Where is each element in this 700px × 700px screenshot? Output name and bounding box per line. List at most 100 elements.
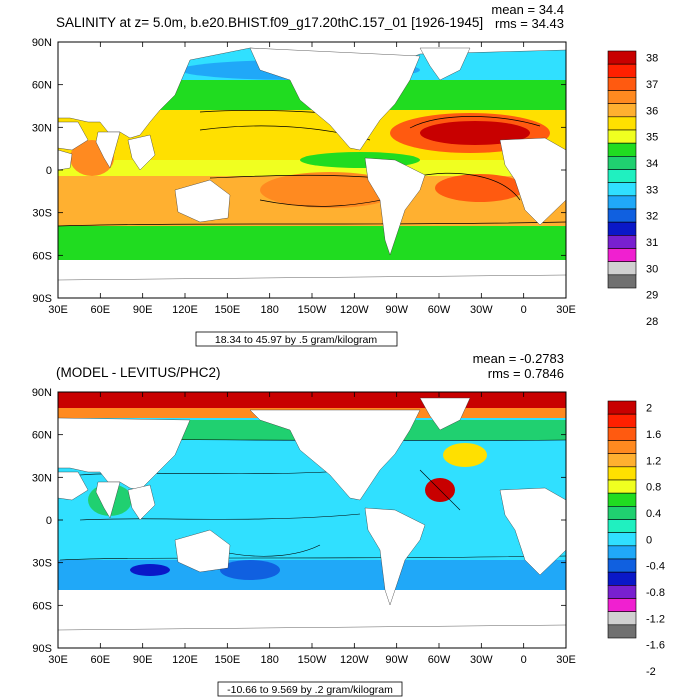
north-america [249, 409, 421, 501]
colorbar-label: 2 [646, 403, 652, 415]
y-tick-label: 60N [32, 80, 52, 92]
greenland [419, 47, 471, 81]
colorbar-swatch [607, 532, 637, 547]
colorbar-swatch [607, 103, 637, 118]
x-tick-label: 150E [214, 304, 240, 316]
difference-panel: 30E 60E 90E 120E 150E 180 150W 120W 90W 60W 30W 0 30… [32, 351, 665, 697]
x-tick-label: 30E [48, 304, 68, 316]
colorbar-swatch [607, 558, 637, 573]
colorbar-swatch [607, 466, 637, 481]
india [95, 481, 121, 519]
mid-band [58, 440, 566, 560]
x-tick-label: 60E [91, 654, 111, 666]
y-tick-label: 0 [46, 165, 52, 177]
x-tick-label: 60W [428, 304, 451, 316]
colorbar-label: 0.8 [646, 482, 661, 494]
colorbar-swatch [607, 545, 637, 560]
colorbar-swatch [607, 585, 637, 599]
colorbar-swatch [607, 50, 637, 65]
colorbar-swatch [607, 624, 637, 639]
y-tick-label: 60N [32, 430, 52, 442]
x-tick-label: 180 [260, 304, 278, 316]
atlantic-max [420, 121, 530, 145]
arabia [58, 471, 89, 501]
eurasia [58, 417, 191, 491]
y-tick-label: 30S [32, 558, 52, 570]
colorbar-swatch [607, 571, 637, 586]
arabia [58, 121, 89, 151]
colorbar-label: 33 [646, 184, 658, 196]
colorbar-label: 36 [646, 105, 658, 117]
colorbar-label: 31 [646, 237, 658, 249]
range-note: 18.34 to 45.97 by .5 gram/kilogram [215, 334, 378, 346]
colorbar-swatch [607, 63, 637, 78]
x-tick-label: 120W [340, 304, 369, 316]
x-tick-label: 120E [172, 654, 198, 666]
colorbar-swatch [607, 221, 637, 236]
mean-value: mean = 34.4 [491, 2, 564, 17]
colorbar-swatch [607, 440, 637, 454]
colorbar-swatch [607, 169, 637, 183]
y-tick-label: 30S [32, 208, 52, 220]
y-tick-label: 60S [32, 250, 52, 262]
colorbar-label: 0.4 [646, 508, 661, 520]
x-tick-label: 60E [91, 304, 111, 316]
x-tick-label: 120E [172, 304, 198, 316]
australia [174, 179, 231, 223]
mean-value: mean = -0.2783 [473, 351, 564, 366]
colorbar-swatch [607, 182, 637, 197]
colorbar-swatch [607, 274, 637, 289]
north-atlantic-anomaly [443, 443, 487, 467]
y-tick-label: 90N [32, 387, 52, 399]
rms-value: rms = 34.43 [495, 16, 564, 31]
chart-title: SALINITY at z= 5.0m, b.e20.BHIST.f09_g17… [56, 15, 483, 30]
indian-low [130, 564, 170, 576]
colorbar-swatch [607, 261, 637, 276]
colorbar-swatch [607, 195, 637, 210]
x-tick-label: 150E [214, 654, 240, 666]
y-tick-label: 30N [32, 472, 52, 484]
colorbar-label: 37 [646, 79, 658, 91]
colorbar-swatch [607, 235, 637, 249]
colorbar-swatch [607, 77, 637, 91]
colorbar-label: 0 [646, 534, 652, 546]
south-america [364, 507, 426, 606]
equatorial-band [58, 160, 566, 180]
colorbar-swatch [607, 116, 637, 131]
colorbar-label: 38 [646, 53, 658, 65]
range-note: -10.66 to 9.569 by .2 gram/kilogram [227, 684, 393, 696]
x-tick-label: 0 [521, 304, 527, 316]
colorbar: 38 37 36 35 34 33 32 31 30 29 28 [607, 50, 658, 328]
colorbar-label: 29 [646, 290, 658, 302]
colorbar-label: 1.6 [646, 429, 661, 441]
south-pacific-high [260, 172, 400, 208]
colorbar-label: 28 [646, 316, 658, 328]
colorbar-label: 32 [646, 211, 658, 223]
axis-ticks: 30E 60E 90E 120E 150E 180 150W 120W 90W 60W 30W 0 30… [32, 387, 576, 666]
x-tick-label: 30E [48, 654, 68, 666]
colorbar-swatch [607, 479, 637, 494]
india [95, 131, 121, 169]
axis-ticks: 30E 60E 90E 120E 150E 180 150W 120W 90W 60W 30W 0 30… [32, 37, 576, 316]
landmasses [58, 42, 566, 298]
africa [499, 487, 566, 576]
x-tick-label: 30W [470, 654, 493, 666]
colorbar-swatch [607, 492, 637, 507]
greenland [419, 397, 471, 431]
colorbar: 2 1.6 1.2 0.8 0.4 0 -0.4 -0.8 -1.2 -1.6 -2 [607, 400, 665, 678]
colorbar-label: 35 [646, 132, 658, 144]
colorbar-label: -1.2 [646, 613, 665, 625]
chart-title: (MODEL - LEVITUS/PHC2) [56, 365, 221, 380]
x-tick-label: 150W [298, 654, 327, 666]
x-tick-label: 90E [133, 304, 153, 316]
x-tick-label: 120W [340, 654, 369, 666]
landmasses [58, 397, 566, 648]
colorbar-swatch [607, 90, 637, 104]
africa-west [58, 149, 73, 171]
x-tick-label: 0 [521, 654, 527, 666]
colorbar-label: 30 [646, 263, 658, 275]
antarctica [58, 274, 566, 298]
southern-low [220, 560, 280, 580]
southern-band [58, 226, 566, 262]
